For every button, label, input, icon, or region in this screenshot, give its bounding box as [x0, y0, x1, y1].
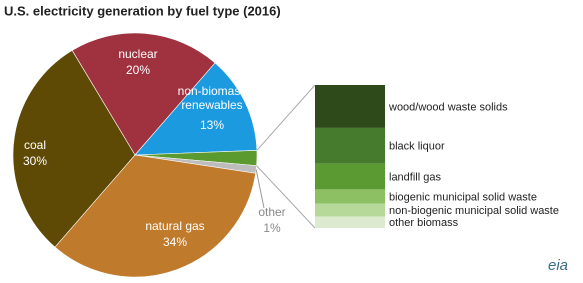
segment-label: landfill gas	[389, 171, 441, 183]
slice-value: 13%	[199, 118, 225, 132]
pie-slice	[54, 154, 256, 278]
chart-title: U.S. electricity generation by fuel type…	[4, 3, 281, 18]
slice-label: non-biomass renewables	[177, 84, 247, 112]
slice-value: 34%	[162, 235, 188, 249]
slice-value: 1%	[263, 221, 281, 235]
pie-slice	[134, 62, 258, 156]
slice-label: natural gas	[145, 219, 205, 233]
connector	[256, 165, 316, 229]
logo: eia	[548, 257, 568, 274]
segment-label: biogenic municipal solid waste	[389, 191, 537, 203]
connector	[256, 84, 316, 151]
bar-segment	[315, 163, 385, 190]
slice-label: other	[258, 205, 286, 219]
bar-segment	[315, 127, 385, 164]
segment-label: other biomass	[389, 217, 459, 229]
leader-line	[255, 169, 265, 209]
segment-label: black liquor	[389, 141, 445, 153]
slice-label: nuclear	[118, 47, 158, 61]
segment-label: wood/wood waste solids	[388, 101, 508, 113]
segment-label: non-biogenic municipal solid waste	[389, 205, 559, 217]
bar-segment	[315, 85, 385, 128]
pie-slice	[12, 50, 136, 248]
slice-value: 30%	[22, 154, 48, 168]
slice-label: coal	[23, 138, 46, 152]
bar-segment	[315, 203, 385, 217]
pie-slice	[71, 32, 216, 156]
slice-value: 20%	[125, 63, 151, 77]
bar-segment	[315, 189, 385, 204]
bar-segment	[315, 216, 385, 228]
